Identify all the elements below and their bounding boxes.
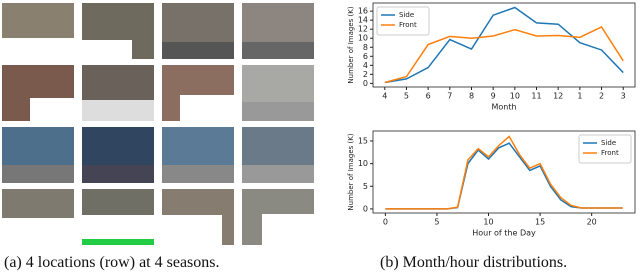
photo-row: [2, 127, 314, 183]
x-tick-label: 1: [577, 92, 582, 101]
y-tick-label: 10: [358, 159, 368, 168]
x-tick-label: 7: [447, 92, 452, 101]
legend-label: Side: [601, 139, 616, 147]
photo-row: [2, 65, 314, 121]
x-tick-label: 12: [553, 92, 563, 101]
x-tick-label: 8: [469, 92, 474, 101]
x-tick-label: 5: [434, 218, 439, 227]
x-tick-label: 11: [531, 92, 541, 101]
x-tick-label: 2: [599, 92, 604, 101]
legend-label: Front: [399, 21, 417, 29]
x-tick-label: 4: [382, 92, 387, 101]
legend-box: [578, 134, 632, 164]
y-tick-label: 15: [358, 136, 368, 145]
line-series: [384, 6, 624, 84]
image-grid: [2, 3, 314, 245]
line-series: [385, 135, 623, 210]
x-tick-label: 15: [535, 218, 545, 227]
x-tick-label: 9: [491, 92, 496, 101]
y-tick-label: 4: [363, 61, 368, 70]
y-tick-label: 0: [363, 79, 368, 88]
line-series: [384, 25, 624, 84]
x-tick-label: 0: [383, 218, 388, 227]
caption: (a) 4 locations (row) at 4 seasons.: [4, 254, 220, 271]
y-axis-label: Number of Images (K): [347, 133, 355, 210]
x-axis-label: Month: [491, 103, 516, 112]
legend-box: [376, 6, 430, 36]
caption: (b) Month/hour distributions.: [380, 254, 568, 271]
x-tick-label: 5: [404, 92, 409, 101]
y-tick-label: 16: [358, 7, 368, 16]
y-tick-label: 10: [358, 34, 368, 43]
plot-frame: [372, 130, 636, 214]
y-tick-label: 14: [358, 16, 368, 25]
y-tick-label: 0: [363, 204, 368, 213]
x-axis-label: Hour of the Day: [472, 229, 536, 238]
legend-label: Side: [399, 11, 414, 19]
legend-label: Front: [601, 149, 619, 157]
photo-row: [2, 3, 314, 59]
photo-row: [2, 189, 314, 245]
x-tick-label: 10: [510, 92, 520, 101]
y-tick-label: 12: [358, 25, 368, 34]
charts: 4 5 6 7 8 9 10 11 12 1 2 30246810121416MonthNumber …: [347, 2, 636, 238]
x-tick-label: 6: [426, 92, 431, 101]
x-tick-label: 3: [621, 92, 626, 101]
x-tick-label: 20: [587, 218, 597, 227]
y-tick-label: 5: [363, 182, 368, 191]
x-tick-label: 10: [483, 218, 493, 227]
y-tick-label: 2: [363, 70, 368, 79]
y-axis-label: Number of Images (K): [347, 6, 355, 83]
y-tick-label: 8: [363, 43, 368, 52]
plot-frame: [372, 2, 636, 88]
y-tick-label: 6: [363, 52, 368, 61]
